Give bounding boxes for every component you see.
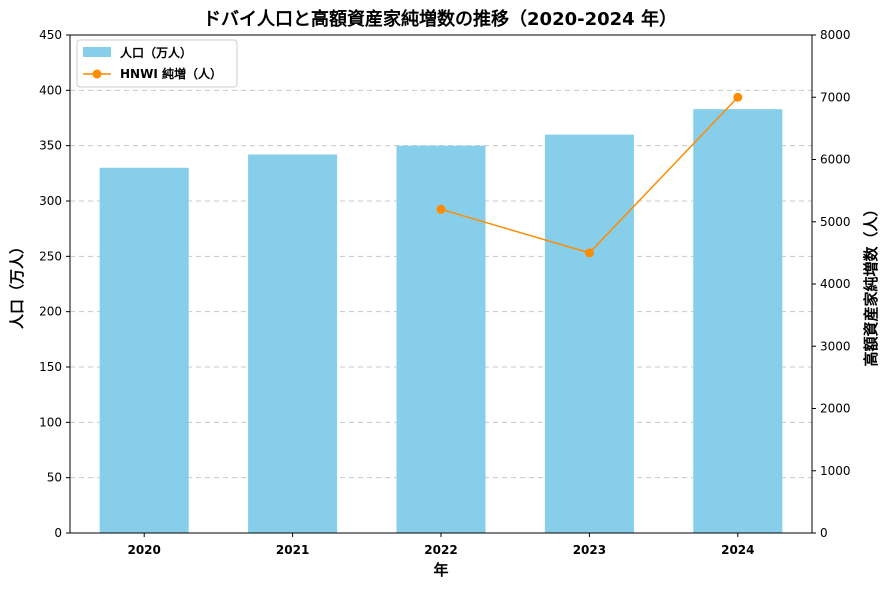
y-left-tick-label: 50: [47, 471, 62, 485]
y-left-tick-label: 300: [39, 194, 62, 208]
bar-2024: [693, 109, 783, 533]
chart-title: ドバイ人口と高額資産家純増数の推移（2020-2024 年）: [203, 8, 677, 30]
y-left-tick-label: 350: [39, 139, 62, 153]
hnwi-point-2024: [733, 92, 743, 102]
y-left-tick-label: 250: [39, 249, 62, 263]
x-tick-label: 2020: [127, 543, 160, 557]
x-tick-label: 2021: [276, 543, 309, 557]
hnwi-point-2023: [584, 248, 594, 258]
x-tick-label: 2022: [424, 543, 457, 557]
y-left-tick-label: 0: [54, 526, 62, 540]
x-axis: 2020 2021 2022 2023 2024: [127, 533, 755, 557]
y-left-tick-label: 150: [39, 360, 62, 374]
hnwi-point-2022: [436, 204, 446, 214]
legend-box: [76, 39, 238, 88]
x-tick-label: 2024: [721, 543, 754, 557]
y-right-tick-label: 3000: [820, 339, 851, 353]
y-left-tick-label: 200: [39, 305, 62, 319]
legend-marker-hnwi: [92, 69, 102, 79]
bar-series: [99, 109, 783, 534]
legend: 人口（万人） HNWI 純増（人）: [76, 39, 238, 88]
y-axis-right: 0 1000 2000 3000 4000 5000 6000 7000 8000: [812, 28, 851, 540]
bar-2020: [99, 167, 189, 534]
legend-label-population: 人口（万人）: [120, 45, 192, 60]
y-left-tick-label: 450: [39, 28, 62, 42]
y-right-tick-label: 1000: [820, 464, 851, 478]
x-axis-label: 年: [433, 561, 448, 579]
y-axis-right-label: 高額資産家純増数（人）: [862, 201, 880, 366]
y-axis-left: 0 50 100 150 200 250 300 350 400 450: [39, 28, 70, 540]
legend-label-hnwi: HNWI 純増（人）: [120, 66, 222, 81]
line-series: [436, 92, 743, 258]
x-tick-label: 2023: [573, 543, 606, 557]
y-left-tick-label: 100: [39, 415, 62, 429]
legend-swatch-population: [83, 47, 111, 57]
bar-2021: [248, 154, 338, 533]
y-right-tick-label: 8000: [820, 28, 851, 42]
y-right-tick-label: 4000: [820, 277, 851, 291]
bar-2023: [544, 134, 634, 533]
y-right-tick-label: 5000: [820, 215, 851, 229]
y-right-tick-label: 2000: [820, 402, 851, 416]
y-right-tick-label: 7000: [820, 90, 851, 104]
y-axis-left-label: 人口（万人）: [8, 239, 26, 329]
y-right-tick-label: 0: [820, 526, 828, 540]
bar-2022: [396, 145, 486, 533]
y-left-tick-label: 400: [39, 83, 62, 97]
y-right-tick-label: 6000: [820, 153, 851, 167]
